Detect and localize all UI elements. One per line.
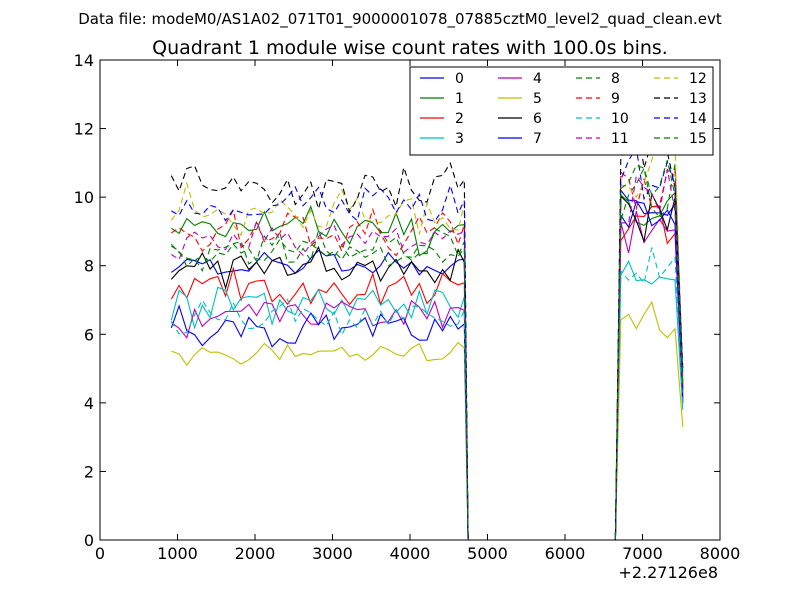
legend-label-7: 7 <box>533 131 542 147</box>
series-line-13 <box>170 113 684 541</box>
series-line-4 <box>170 210 684 541</box>
x-tick-label: 7000 <box>622 544 663 563</box>
x-tick-label: 2000 <box>235 544 276 563</box>
legend-label-8: 8 <box>611 71 620 87</box>
y-tick-label: 6 <box>84 325 94 344</box>
x-tick-label: 3000 <box>312 544 353 563</box>
legend-label-11: 11 <box>611 131 629 147</box>
y-tick-label: 8 <box>84 257 94 276</box>
x-offset-label: +2.27126e8 <box>618 563 718 582</box>
series-line-14 <box>171 146 684 541</box>
legend-label-13: 13 <box>689 91 707 107</box>
x-tick-label: 0 <box>95 544 105 563</box>
x-tick-label: 5000 <box>467 544 508 563</box>
legend-label-1: 1 <box>455 91 464 107</box>
x-tick-label: 6000 <box>545 544 586 563</box>
series-line-9 <box>170 170 684 541</box>
legend-label-4: 4 <box>533 71 542 87</box>
chart-title: Quadrant 1 module wise count rates with … <box>152 37 668 59</box>
y-tick-label: 2 <box>84 462 94 481</box>
series-line-10 <box>170 247 684 541</box>
y-tick-label: 12 <box>74 120 94 139</box>
legend-label-12: 12 <box>689 71 707 87</box>
series-layer <box>170 113 684 541</box>
y-tick-label: 10 <box>74 188 94 207</box>
y-tick-label: 4 <box>84 394 94 413</box>
x-tick-label: 4000 <box>390 544 431 563</box>
y-tick-label: 14 <box>74 51 94 70</box>
series-line-12 <box>170 133 684 541</box>
series-line-11 <box>170 168 684 541</box>
y-tick-label: 0 <box>84 531 94 550</box>
legend-label-9: 9 <box>611 91 620 107</box>
x-tick-label: 1000 <box>157 544 198 563</box>
legend-label-5: 5 <box>533 91 542 107</box>
axis-layer: 0 1000 2000 3000 4000 5000 6000 7000 80000246810… <box>74 51 741 563</box>
legend-box <box>409 66 714 156</box>
series-line-6 <box>170 192 684 541</box>
data-file-header: Data file: modeM0/AS1A02_071T01_90000010… <box>78 10 722 29</box>
series-line-5 <box>171 300 684 541</box>
series-line-15 <box>171 159 684 541</box>
legend-label-3: 3 <box>455 131 464 147</box>
legend-label-2: 2 <box>455 111 464 127</box>
series-line-0 <box>170 188 684 541</box>
legend-label-14: 14 <box>689 111 707 127</box>
series-line-1 <box>170 191 684 541</box>
series-line-2 <box>170 205 684 541</box>
legend-label-10: 10 <box>611 111 629 127</box>
series-line-8 <box>170 164 684 541</box>
legend-label-15: 15 <box>689 131 707 147</box>
legend-label-0: 0 <box>455 71 464 87</box>
legend-label-6: 6 <box>533 111 542 127</box>
x-tick-label: 8000 <box>700 544 741 563</box>
